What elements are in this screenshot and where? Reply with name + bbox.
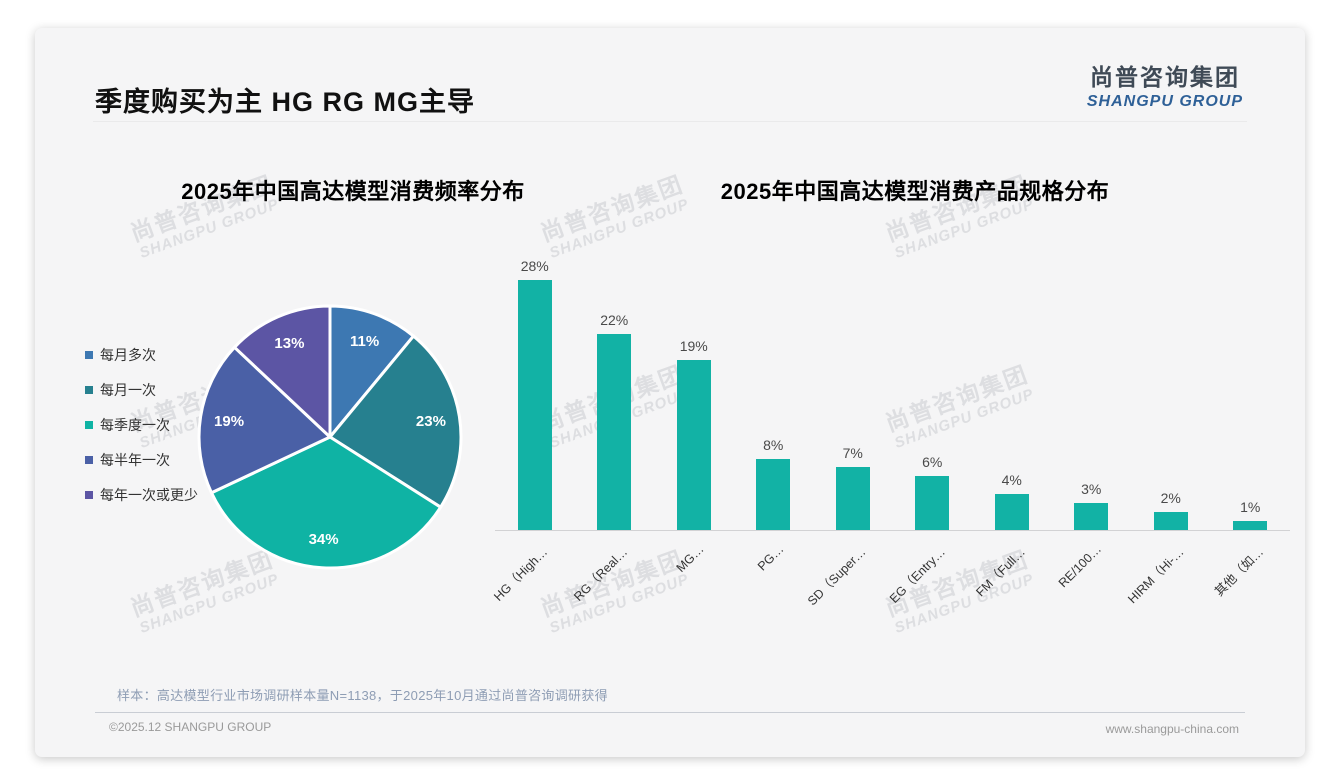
- pie-slice-value-label: 11%: [350, 333, 379, 350]
- bar-column: 8%: [734, 279, 814, 530]
- x-tick: 其他（如…: [1211, 532, 1291, 627]
- pie-slice-value-label: 13%: [274, 335, 304, 352]
- copyright-text: ©2025.12 SHANGPU GROUP: [109, 720, 272, 734]
- pie-legend: 每月多次每月一次每季度一次每半年一次每年一次或更少: [85, 344, 198, 519]
- bar-column: 6%: [893, 279, 973, 530]
- x-tick: RE/100…: [1052, 532, 1132, 627]
- pie-chart-svg: 11% 23% 34% 19% 13%: [197, 304, 463, 570]
- slide-card: 尚普咨询集团 SHANGPU GROUP 尚普咨询集团 SHANGPU GROUP 尚普…: [35, 28, 1305, 757]
- bar-column: 1%: [1211, 279, 1291, 530]
- pie-slice-4: [233, 304, 332, 439]
- x-tick: HG（High…: [492, 532, 575, 627]
- bar-1: [597, 334, 632, 530]
- header-divider: [93, 121, 1247, 122]
- legend-label: 每季度一次: [100, 417, 170, 433]
- bar-chart-x-axis: HG（High… RG（Real… MG… PG… SD（Super… EG（Entry……: [492, 532, 1291, 627]
- bar-column: 22%: [575, 279, 655, 530]
- bar-column: 4%: [972, 279, 1052, 530]
- bar-chart-plot: 28% 22% 19% 8% 7% 6% 4% 3% 2% 1%: [495, 258, 1291, 531]
- pie-slice-3: [197, 345, 332, 495]
- pie-slice-value-label: 34%: [309, 531, 339, 548]
- bar-value-label: 6%: [922, 454, 943, 470]
- legend-label: 每月一次: [100, 382, 156, 398]
- bar-value-label: 28%: [520, 258, 549, 274]
- x-tick: HIRM（Hi-…: [1125, 532, 1211, 627]
- x-tick: PG…: [734, 532, 814, 627]
- x-tick-label: PG…: [754, 542, 787, 574]
- legend-item: 每年一次或更少: [85, 484, 198, 506]
- bar-2: [676, 360, 711, 530]
- company-logo: 尚普咨询集团 SHANGPU GROUP: [1087, 58, 1243, 111]
- x-tick-label: EG（Entry…: [887, 544, 949, 606]
- pie-slice-value-label: 23%: [416, 413, 446, 430]
- legend-marker: [85, 421, 93, 429]
- pie-chart-title: 2025年中国高达模型消费频率分布: [181, 179, 525, 204]
- legend-item: 每季度一次: [85, 414, 198, 436]
- legend-marker: [85, 491, 93, 499]
- legend-marker: [85, 386, 93, 394]
- x-tick-label: RE/100…: [1056, 542, 1105, 591]
- pie-chart: 11% 23% 34% 19% 13%: [185, 292, 475, 582]
- x-tick: FM（Full…: [972, 532, 1052, 627]
- bar-4: [835, 467, 870, 530]
- bar-value-label: 3%: [1081, 481, 1102, 497]
- x-tick-label: RG（Real…: [571, 544, 631, 604]
- legend-item: 每半年一次: [85, 449, 198, 471]
- x-tick-label: SD（Super…: [805, 544, 869, 609]
- bar-value-label: 19%: [679, 338, 708, 354]
- logo-english-text: SHANGPU GROUP: [1086, 93, 1243, 110]
- bar-value-label: 7%: [842, 445, 863, 461]
- x-tick-label: HIRM（Hi-…: [1125, 544, 1187, 607]
- bar-value-label: 8%: [763, 437, 784, 453]
- bar-value-label: 4%: [1001, 472, 1022, 488]
- bar-column: 3%: [1052, 279, 1132, 530]
- x-tick-label: HG（High…: [491, 544, 551, 604]
- pie-slice-value-label: 19%: [214, 413, 244, 430]
- legend-label: 每月多次: [100, 347, 156, 363]
- legend-marker: [85, 456, 93, 464]
- x-tick: MG…: [654, 532, 734, 627]
- bar-8: [1153, 512, 1188, 530]
- x-tick-label: 其他（如…: [1212, 544, 1267, 599]
- website-text: www.shangpu-china.com: [1105, 722, 1239, 736]
- pie-slice-0: [328, 304, 416, 439]
- bar-3: [756, 459, 791, 530]
- bar-column: 7%: [813, 279, 893, 530]
- x-tick: SD（Super…: [805, 532, 893, 627]
- bar-column: 2%: [1131, 279, 1211, 530]
- x-tick: RG（Real…: [571, 532, 655, 627]
- bar-value-label: 2%: [1160, 490, 1181, 506]
- legend-label: 每年一次或更少: [100, 487, 198, 503]
- sample-note: 样本：高达模型行业市场调研样本量N=1138，于2025年10月通过尚普咨询调研…: [117, 688, 608, 703]
- logo-chinese-text: 尚普咨询集团: [1089, 64, 1240, 90]
- pie-slice-1: [328, 334, 463, 509]
- bar-chart-title: 2025年中国高达模型消费产品规格分布: [720, 179, 1110, 204]
- page-title: 季度购买为主 HG RG MG主导: [95, 87, 475, 117]
- bar-7: [1074, 503, 1109, 530]
- bar-column: 28%: [495, 258, 575, 530]
- legend-item: 每月一次: [85, 379, 198, 401]
- pie-slice-2: [209, 435, 443, 570]
- legend-marker: [85, 351, 93, 359]
- bar-value-label: 1%: [1240, 499, 1261, 515]
- bar-5: [915, 476, 950, 530]
- x-tick-label: FM（Full…: [973, 544, 1028, 600]
- x-tick-label: MG…: [673, 542, 707, 575]
- legend-label: 每半年一次: [100, 452, 170, 468]
- legend-item: 每月多次: [85, 344, 198, 366]
- bar-6: [994, 494, 1029, 530]
- bar-value-label: 22%: [600, 312, 629, 328]
- footer-divider: [95, 712, 1245, 713]
- bar-0: [517, 280, 552, 530]
- bar-column: 19%: [654, 279, 734, 530]
- bar-9: [1233, 521, 1268, 530]
- x-tick: EG（Entry…: [887, 532, 973, 627]
